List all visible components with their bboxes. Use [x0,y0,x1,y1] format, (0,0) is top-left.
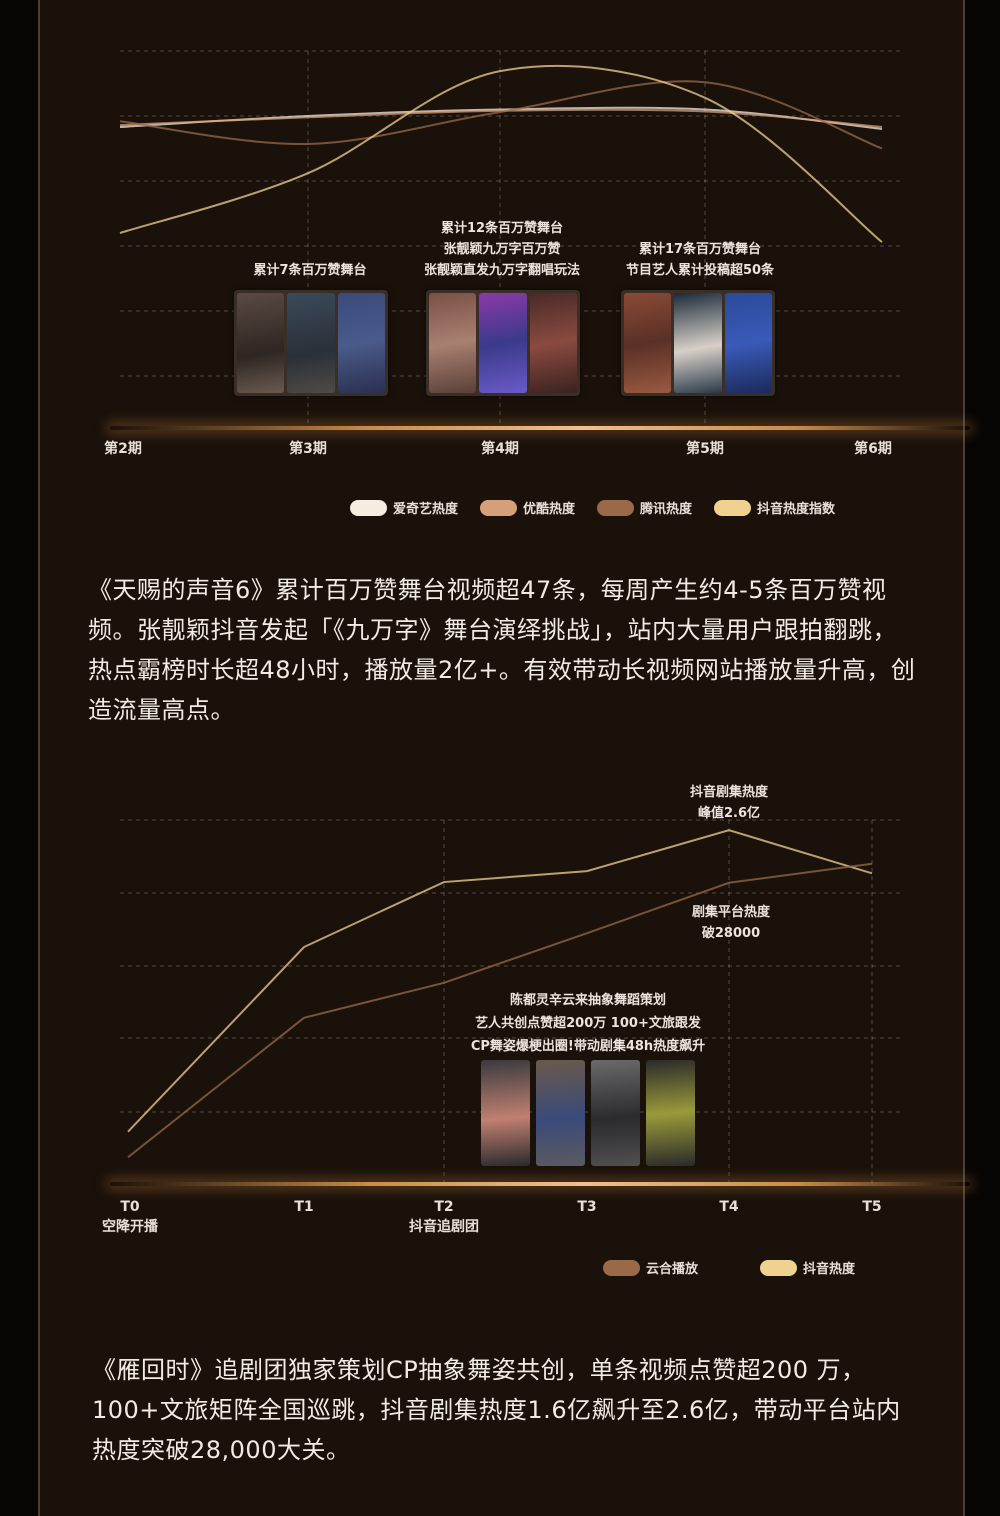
paragraph-yanhuishi: 《雁回时》追剧团独家策划CP抽象舞姿共创，单条视频点赞超200 万，100+文旅… [92,1356,901,1464]
x-tick-label: 第3期 [289,441,327,457]
paragraph-tianci: 《天赐的声音6》累计百万赞舞台视频超47条，每周产生约4-5条百万赞视频。张靓颖… [88,576,916,724]
video-thumbnails-campaign [481,1060,695,1166]
video-thumbnail [646,1060,695,1166]
video-thumbnail [536,1060,585,1166]
video-thumbnail [674,293,722,393]
annotation-ep5: 累计17条百万赞舞台 节目艺人累计投稿超50条 [626,239,774,281]
video-thumbnail [337,293,385,393]
annotation-line: 峰值2.6亿 [697,806,761,821]
legend-label: 腾讯热度 [640,502,693,517]
video-thumbnails-ep5 [621,290,775,396]
x-tick-label: 第5期 [686,441,724,457]
legend-label: 爱奇艺热度 [393,502,459,517]
content-panel [38,0,965,1516]
chart2-baseline-glow [110,1182,970,1186]
annotation-line: 艺人共创点赞超200万 100+文旅跟发 [475,1016,701,1031]
chart-drama-heat [120,819,900,1185]
annotation-platform-heat: 剧集平台热度 破28000 [692,902,770,944]
legend-label: 云合播放 [646,1262,699,1277]
x-tick-label: 第4期 [481,441,519,457]
legend-item: 云合播放 [603,1258,698,1277]
video-thumbnail [481,1060,530,1166]
x-tick-label: T3 [577,1199,597,1215]
legend-swatch [760,1259,798,1276]
annotation-line: 抖音剧集热度 [689,785,769,800]
video-thumbnails-ep3 [234,290,388,396]
video-thumbnail [591,1060,640,1166]
annotation-ep4: 累计12条百万赞舞台 张靓颖九万字百万赞 张靓颖直发九万字翻唱玩法 [424,218,580,281]
tick-sublabel: 抖音追剧团 [409,1219,479,1235]
legend-item: 爱奇艺热度 [350,498,458,517]
x-tick-label: T4 [719,1199,739,1215]
legend-label: 抖音热度指数 [757,502,836,517]
video-thumbnail [237,293,285,393]
series-line-抖音热度 [127,829,873,1133]
tick-label: T2 [434,1199,454,1215]
annotation-line: CP舞姿爆梗出圈!带动剧集48h热度飙升 [470,1039,706,1054]
legend-swatch [597,499,635,516]
x-tick-label: T1 [294,1199,314,1215]
legend-swatch [350,499,387,516]
video-thumbnail [529,293,577,393]
series-line-抖音热度指数 [119,64,883,243]
x-tick-label: 第2期 [104,441,142,457]
annotation-line: 节目艺人累计投稿超50条 [625,263,775,278]
annotation-line: 破28000 [701,926,761,941]
video-thumbnail [479,293,527,393]
annotation-line: 张靓颖九万字百万赞 [443,242,561,257]
series-line-云合播放 [127,862,873,1159]
legend-item: 优酷热度 [480,498,575,517]
legend-label: 抖音热度 [803,1262,856,1277]
annotation-line: 陈都灵辛云来抽象舞蹈策划 [509,993,666,1008]
x-tick-label: T2 抖音追剧团 [409,1197,479,1237]
tick-label: T0 [120,1199,140,1215]
annotation-line: 剧集平台热度 [691,905,771,920]
tick-sublabel: 空降开播 [102,1219,158,1235]
annotation-douyin-peak: 抖音剧集热度 峰值2.6亿 [690,782,768,824]
chart1-legend: 爱奇艺热度 优酷热度 腾讯热度 抖音热度指数 [350,498,857,517]
video-thumbnail [287,293,335,393]
video-thumbnail [624,293,672,393]
chart-platform-heat [119,50,900,426]
video-thumbnail [429,293,477,393]
series-line-优酷热度 [119,108,883,129]
legend-label: 优酷热度 [523,502,576,517]
x-tick-label: T5 [862,1199,882,1215]
annotation-line: 累计7条百万赞舞台 [253,263,367,278]
legend-swatch [603,1259,640,1276]
annotation-ep3: 累计7条百万赞舞台 [253,260,366,281]
series-line-腾讯热度 [119,80,883,150]
chart1-baseline-glow [110,426,970,430]
chart2-legend: 云合播放 抖音热度 [603,1258,877,1277]
annotation-line: 累计17条百万赞舞台 [638,242,762,257]
legend-item: 抖音热度 [760,1258,855,1277]
annotation-campaign: 陈都灵辛云来抽象舞蹈策划 艺人共创点赞超200万 100+文旅跟发 CP舞姿爆梗… [471,989,705,1058]
legend-item: 腾讯热度 [597,498,692,517]
annotation-line: 张靓颖直发九万字翻唱玩法 [423,263,581,278]
annotation-line: 累计12条百万赞舞台 [440,221,564,236]
x-tick-label: T0 空降开播 [102,1197,158,1237]
video-thumbnails-ep4 [426,290,580,396]
legend-swatch [714,499,752,516]
video-thumbnail [724,293,772,393]
legend-swatch [480,499,518,516]
legend-item: 抖音热度指数 [714,498,835,517]
x-tick-label: 第6期 [854,441,892,457]
